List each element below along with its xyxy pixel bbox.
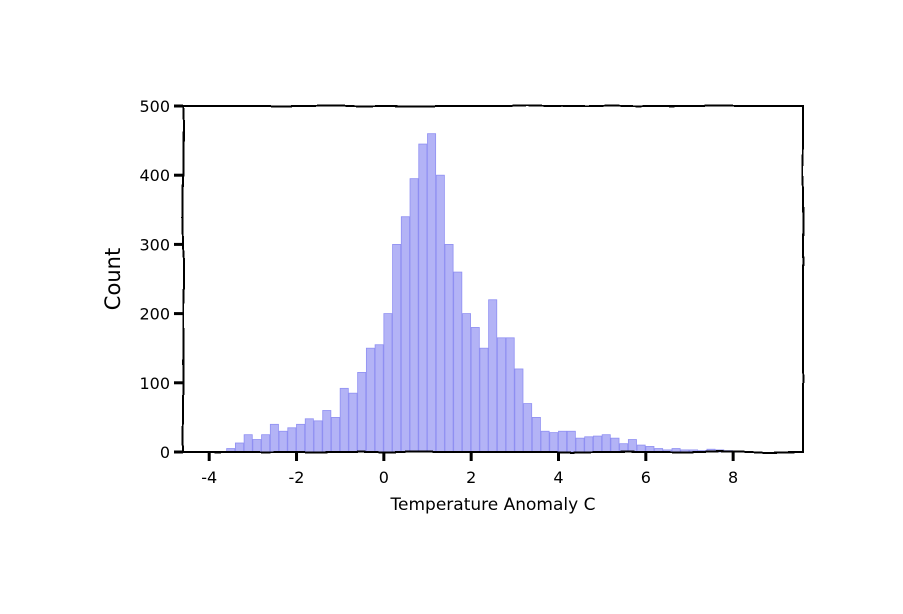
y-axis-label: Count	[101, 248, 125, 310]
histogram-bar	[540, 430, 550, 453]
y-tick-label: 200	[139, 305, 170, 324]
x-tick-label: 4	[553, 468, 563, 487]
histogram-bar	[636, 444, 646, 453]
histogram-bar	[331, 416, 340, 453]
histogram-bar	[296, 423, 306, 453]
histogram-bar	[584, 436, 594, 453]
histogram-bar	[601, 434, 611, 453]
histogram-bar	[287, 427, 297, 453]
histogram-bar	[479, 347, 489, 453]
histogram-bar	[470, 327, 480, 453]
y-tick-label: 0	[160, 443, 170, 462]
histogram-bar	[322, 410, 332, 453]
histogram-bar	[261, 434, 271, 453]
histogram-bar	[558, 430, 568, 453]
histogram-bar	[549, 432, 559, 453]
histogram-bar	[383, 313, 393, 453]
histogram-bar	[444, 243, 454, 453]
histogram-bar	[435, 174, 445, 453]
histogram-bar	[252, 439, 262, 453]
histogram-bar	[427, 133, 437, 453]
histogram-bar	[566, 430, 576, 453]
y-tick-label: 100	[139, 374, 170, 393]
x-tick-label: -4	[201, 468, 217, 487]
histogram-bar	[418, 143, 428, 453]
x-axis-ticks: -4 -2 0 2 4 6 8	[201, 452, 738, 487]
y-tick-label: 300	[139, 235, 170, 254]
histogram-bar	[278, 430, 288, 453]
histogram-bar	[313, 420, 323, 453]
histogram-bar	[575, 437, 585, 453]
histogram-bar	[243, 434, 253, 453]
histogram-bar	[453, 271, 463, 453]
histogram-bar	[593, 435, 602, 453]
histogram-bar	[365, 347, 375, 453]
histogram-bar	[523, 403, 533, 453]
y-tick-label: 400	[139, 166, 170, 185]
x-axis-label: Temperature Anomaly C	[390, 495, 596, 515]
y-tick-label: 500	[139, 97, 170, 116]
x-tick-label: 8	[728, 468, 738, 487]
histogram-bar	[304, 418, 314, 453]
histogram-bar	[627, 439, 637, 453]
histogram-bar	[269, 423, 279, 453]
x-tick-label: 6	[641, 468, 651, 487]
histogram-bar	[348, 392, 358, 453]
plot-frame	[182, 105, 804, 453]
histogram-bar	[488, 299, 498, 453]
histogram-bar	[392, 243, 402, 453]
histogram-bar	[505, 337, 515, 453]
histogram-bar	[339, 387, 349, 453]
histogram-bar	[610, 437, 620, 453]
x-tick-label: 2	[466, 468, 476, 487]
histogram-bar	[234, 442, 244, 453]
histogram-bar	[357, 372, 367, 453]
x-tick-label: -2	[289, 468, 305, 487]
histogram-bar	[531, 416, 541, 453]
histogram-bar	[514, 368, 524, 453]
histogram-bar	[496, 337, 506, 453]
histogram-bar	[374, 344, 384, 453]
histogram-bar	[409, 178, 419, 453]
histogram-bar	[462, 313, 471, 453]
y-axis-ticks: 0 100 200 300 400 500	[139, 97, 183, 462]
x-tick-label: 0	[379, 468, 389, 487]
histogram-bars	[226, 133, 733, 453]
histogram-bar	[400, 216, 410, 453]
histogram-bar	[619, 443, 629, 453]
